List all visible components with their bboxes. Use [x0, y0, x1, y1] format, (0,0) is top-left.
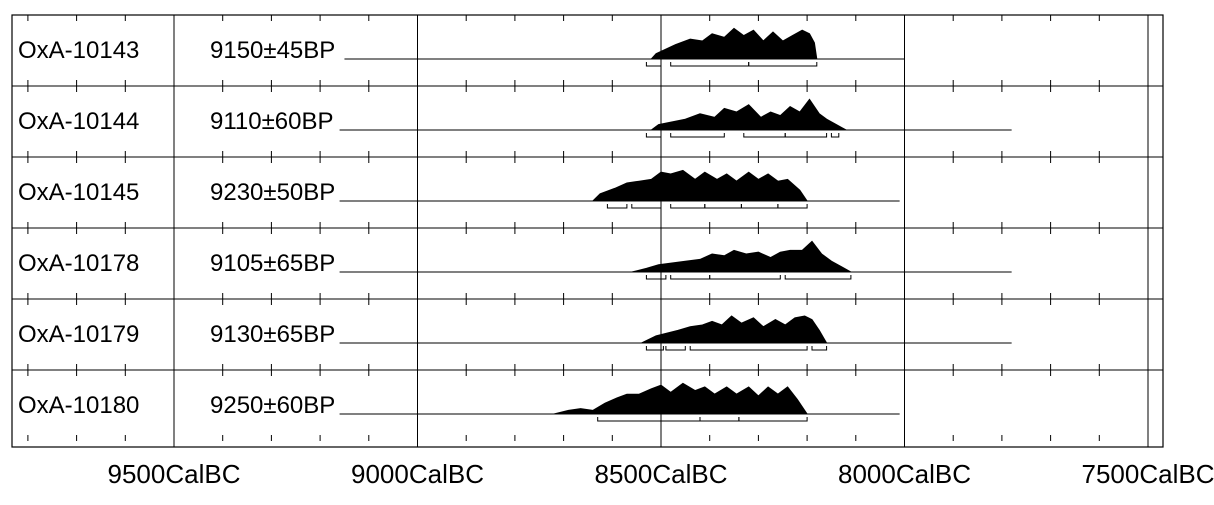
range-bracket [665, 346, 686, 351]
range-bracket [784, 275, 852, 280]
range-bracket [670, 62, 750, 67]
range-bracket [830, 133, 840, 138]
range-bracket [704, 204, 742, 209]
range-bracket [689, 346, 808, 351]
sample-row: OxA-10143 9150±45BP [18, 27, 905, 67]
probability-distribution [591, 169, 809, 202]
range-bracket [670, 275, 711, 280]
sample-row: OxA-10180 9250±60BP [18, 382, 900, 422]
range-bracket [811, 346, 828, 351]
range-bracket [670, 204, 706, 209]
probability-distribution [649, 98, 847, 131]
range-bracket [748, 62, 818, 67]
sample-lab-id: OxA-10180 [18, 392, 139, 419]
range-bracket [606, 204, 628, 209]
chart-frame [11, 14, 1164, 448]
sample-lab-id: OxA-10144 [18, 108, 139, 135]
sample-age: 9130±65BP [210, 321, 335, 348]
sample-age: 9110±60BP [210, 108, 334, 135]
range-bracket [670, 133, 725, 138]
sample-age: 9150±45BP [210, 37, 335, 64]
sample-age: 9230±50BP [210, 179, 335, 206]
sample-age: 9250±60BP [210, 392, 335, 419]
sample-lab-id: OxA-10179 [18, 321, 139, 348]
sample-age: 9105±65BP [210, 250, 335, 277]
range-bracket [740, 204, 779, 209]
range-bracket [645, 62, 662, 67]
sample-row: OxA-10178 9105±65BP [18, 240, 1012, 280]
x-tick-label: 8500CalBC [595, 459, 728, 489]
range-bracket [631, 204, 662, 209]
sample-lab-id: OxA-10145 [18, 179, 139, 206]
range-bracket [699, 417, 740, 422]
x-tick-label: 8000CalBC [838, 459, 971, 489]
sample-lab-id: OxA-10143 [18, 37, 139, 64]
sample-row: OxA-10144 9110±60BP [18, 98, 1012, 138]
range-bracket [645, 275, 667, 280]
range-bracket [777, 204, 808, 209]
range-bracket [743, 133, 786, 138]
probability-distribution [641, 315, 828, 344]
x-tick-label: 9500CalBC [108, 459, 241, 489]
range-bracket [738, 417, 808, 422]
range-bracket [709, 275, 781, 280]
range-bracket [597, 417, 701, 422]
x-axis: 9500CalBC 9000CalBC 8500CalBC 8000CalBC 7500… [108, 459, 1214, 489]
grid-layer [11, 14, 1164, 448]
range-bracket [784, 133, 828, 138]
probability-distribution [553, 382, 809, 415]
x-tick-label: 7500CalBC [1082, 459, 1214, 489]
sample-row: OxA-10179 9130±65BP [18, 315, 1012, 351]
x-tick-label: 9000CalBC [351, 459, 484, 489]
range-bracket [645, 133, 662, 138]
sample-lab-id: OxA-10178 [18, 250, 139, 277]
range-bracket [645, 346, 664, 351]
probability-distribution [650, 27, 818, 60]
sample-row: OxA-10145 9230±50BP [18, 169, 900, 209]
probability-distribution [631, 240, 853, 273]
